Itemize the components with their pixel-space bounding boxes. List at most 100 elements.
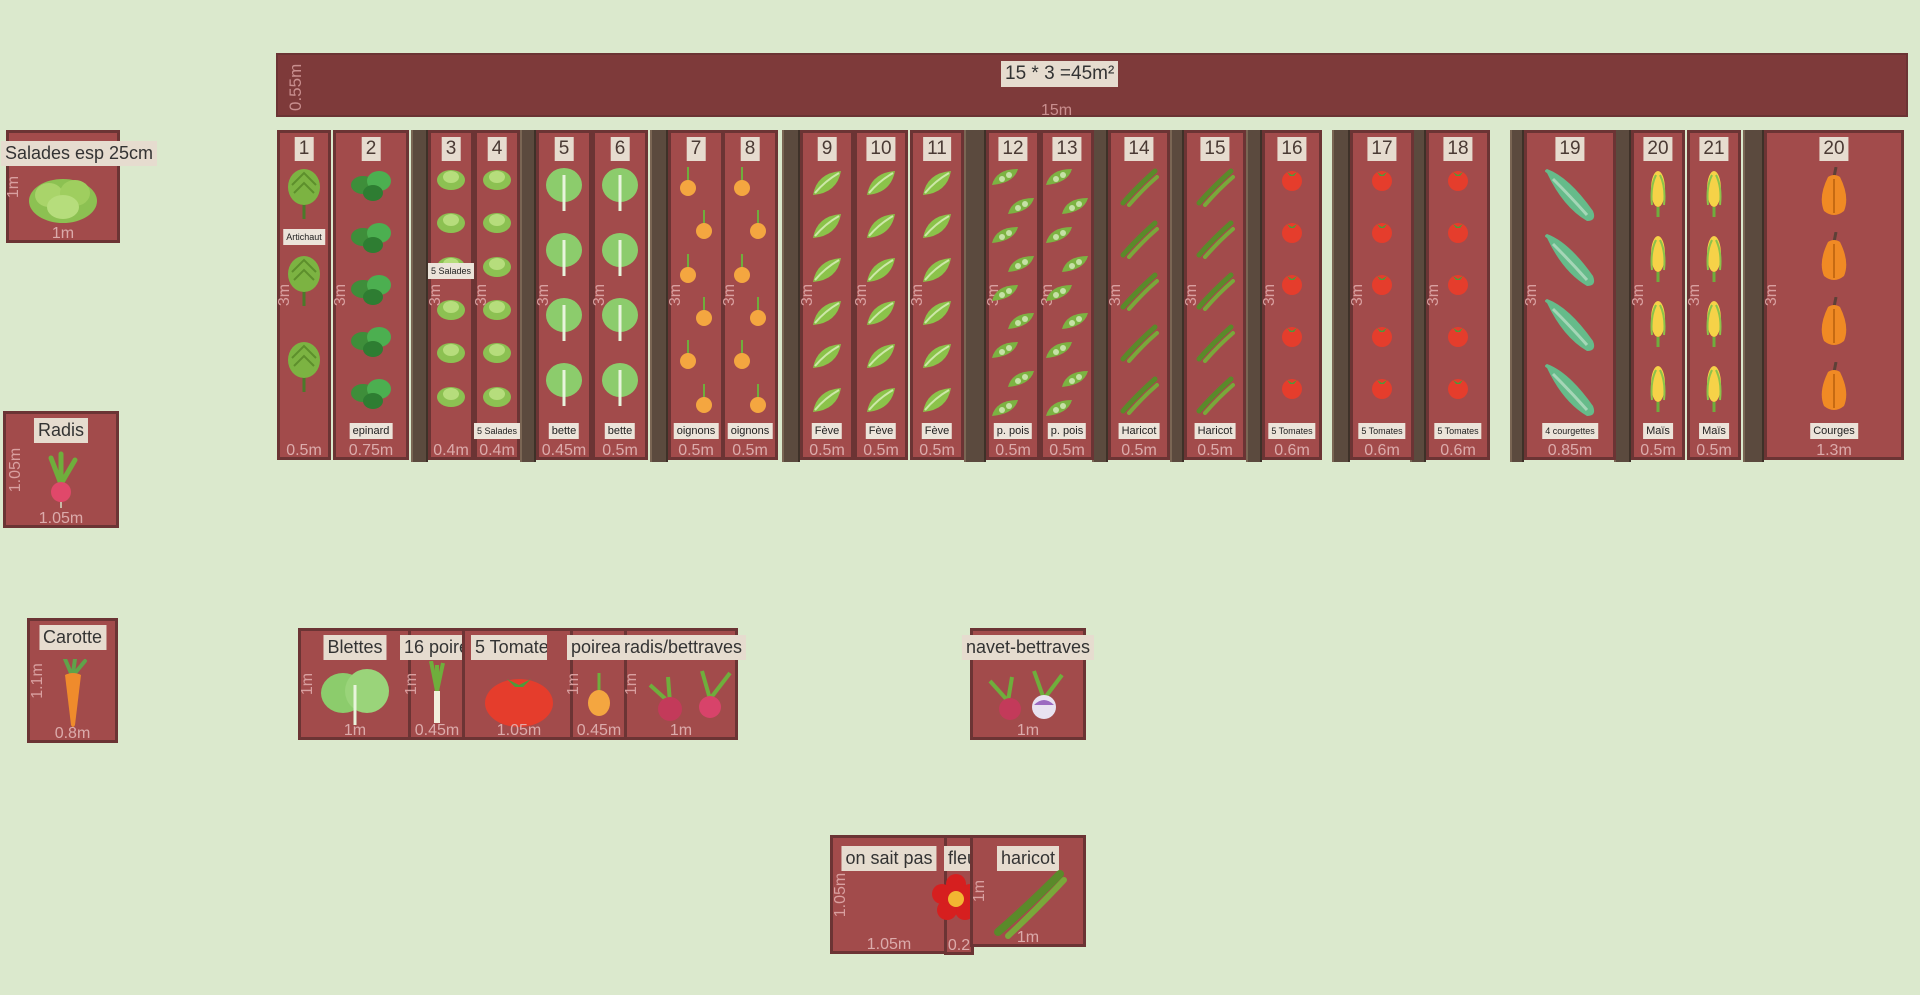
bean-icon [863,167,899,204]
green-bean-icon [994,870,1067,939]
path-divider [1092,130,1108,462]
bed-number: 3 [441,137,461,161]
garden-bed-6[interactable]: 6 3m bette 0.5m [591,130,648,460]
garden-bed-19[interactable]: 19 3m 4 courgettes 0.85m [1523,130,1616,460]
garden-bed-8[interactable]: 8 3m oignons 0.5m [721,130,778,460]
bed-height: 3m [1630,283,1648,307]
garden-bed-9[interactable]: 9 3m Fève 0.5m [799,130,854,460]
bed-width: 0.5m [678,442,714,459]
corn-icon [1704,362,1724,417]
box-title: Carotte [38,625,107,650]
haricot-box[interactable]: haricot 1m 1m [970,835,1086,947]
chard-icon [544,167,584,218]
tomates-box[interactable]: 5 Tomates 1.05m [462,628,576,740]
garden-bed-16[interactable]: 16 3m 5 Tomates 0.6m [1261,130,1322,460]
zucchini-icon [1539,232,1601,295]
garden-bed-7[interactable]: 7 3m oignons 0.5m [667,130,724,460]
bean-icon [863,210,899,247]
garden-bed-1[interactable]: 1 3m Artichaut 0.5m [276,130,331,460]
bean-icon [863,297,899,334]
carotte-box[interactable]: Carotte 1.1m 0.8m [27,618,118,743]
lettuce-icon [436,297,466,326]
tomato-icon [1369,167,1395,196]
bed-label: Maïs [1699,423,1729,439]
path-divider [782,130,800,462]
spinach-icon [349,167,393,208]
garden-bed-11[interactable]: 11 3m Fève 0.5m [909,130,964,460]
bed-number: 2 [361,137,381,161]
garden-bed-14[interactable]: 14 3m Haricot 0.5m [1107,130,1170,460]
bed-label: Haricot [1118,423,1160,439]
artichoke-icon [284,340,324,397]
path-divider [1510,130,1524,462]
garden-bed-3[interactable]: 3 3m 5 Salades 0.4m [427,130,475,460]
bed-label: Maïs [1643,423,1673,439]
onion-icon [749,383,767,419]
garden-bed-21[interactable]: 21 3m Maïs 0.5m [1686,130,1741,460]
greenbean-icon [1119,271,1159,316]
pea-icon [1044,398,1074,423]
bed-number: 15 [1200,137,1230,161]
bed-label: Fève [921,423,953,439]
radish-icon [48,451,78,508]
garden-bed-15[interactable]: 15 3m Haricot 0.5m [1183,130,1246,460]
onion-icon [749,210,767,245]
garden-bed-18[interactable]: 18 3m 5 Tomates 0.6m [1425,130,1490,460]
bed-width: 0.5m [995,442,1031,459]
garden-bed-4[interactable]: 4 3m 5 Salades 0.4m [473,130,521,460]
bean-icon [919,297,955,334]
tomato-icon [1445,167,1471,196]
bean-icon [919,254,955,291]
bean-icon [863,340,899,377]
radish-beet-icon [648,670,732,721]
garden-bed-12[interactable]: 12 3m p. pois 0.5m [985,130,1040,460]
garden-bed-10[interactable]: 10 3m Fève 0.5m [853,130,908,460]
pea-icon [1006,196,1036,221]
on-sait-pas-box[interactable]: on sait pas 1.05m 1.05m [830,835,948,954]
onion-icon [749,297,767,332]
bean-icon [809,297,845,334]
navet-bettraves-box[interactable]: navet-bettraves 1m [961,628,1095,740]
onion-icon [588,673,610,716]
bed-label: bette [548,423,580,439]
lettuce-icon [482,254,512,283]
bed-width: 0.4m [433,442,469,459]
radis-box[interactable]: Radis 1.05m 1.05m [3,411,119,528]
garden-bed-17[interactable]: 17 3m 5 Tomates 0.6m [1349,130,1414,460]
tomato-icon [1369,323,1395,352]
poireaux-box[interactable]: 16 poireaux 1m 0.45m [400,628,466,740]
header-title[interactable]: 15 * 3 =45m² [1001,61,1119,87]
blettes-box[interactable]: Blettes 1m 1m [298,628,412,740]
box-height: 1m [5,175,23,198]
radis-bettraves-box[interactable]: radis/bettraves 1m 1m [619,628,747,740]
pea-icon [1060,369,1090,394]
box-title: Blettes [323,635,387,660]
pea-icon [1044,225,1074,250]
box-height: 1.05m [7,447,25,492]
garden-bed-22[interactable]: 20 3m Courges 1.3m [1763,130,1904,460]
corn-icon [1648,167,1668,222]
bed-number: 17 [1367,137,1397,161]
bed-width: 0.5m [1121,442,1157,459]
salades-box[interactable]: Salades esp 25cm 1m 1m [0,130,158,243]
pea-icon [1060,254,1090,279]
pea-icon [990,225,1020,250]
chard-icon [321,669,389,725]
box-width: 0.45m [576,722,622,739]
bed-label: Fève [865,423,897,439]
squash-icon [1816,231,1852,287]
lettuce-icon [482,210,512,239]
garden-bed-13[interactable]: 13 3m p. pois 0.5m [1039,130,1094,460]
garden-bed-20[interactable]: 20 3m Maïs 0.5m [1630,130,1685,460]
bed-width: 0.4m [479,442,515,459]
zucchini-icon [1539,167,1601,230]
bed-label: Haricot [1194,423,1236,439]
garden-bed-2[interactable]: 2 3m epinard 0.75m [332,130,409,460]
bed-number: 7 [686,137,706,161]
garden-bed-5[interactable]: 5 3m bette 0.45m [535,130,592,460]
tomato-icon [1279,219,1305,248]
box-title: navet-bettraves [961,635,1095,660]
bed-width: 0.45m [541,442,587,459]
artichoke-icon [284,167,324,224]
bed-number: 10 [866,137,896,161]
